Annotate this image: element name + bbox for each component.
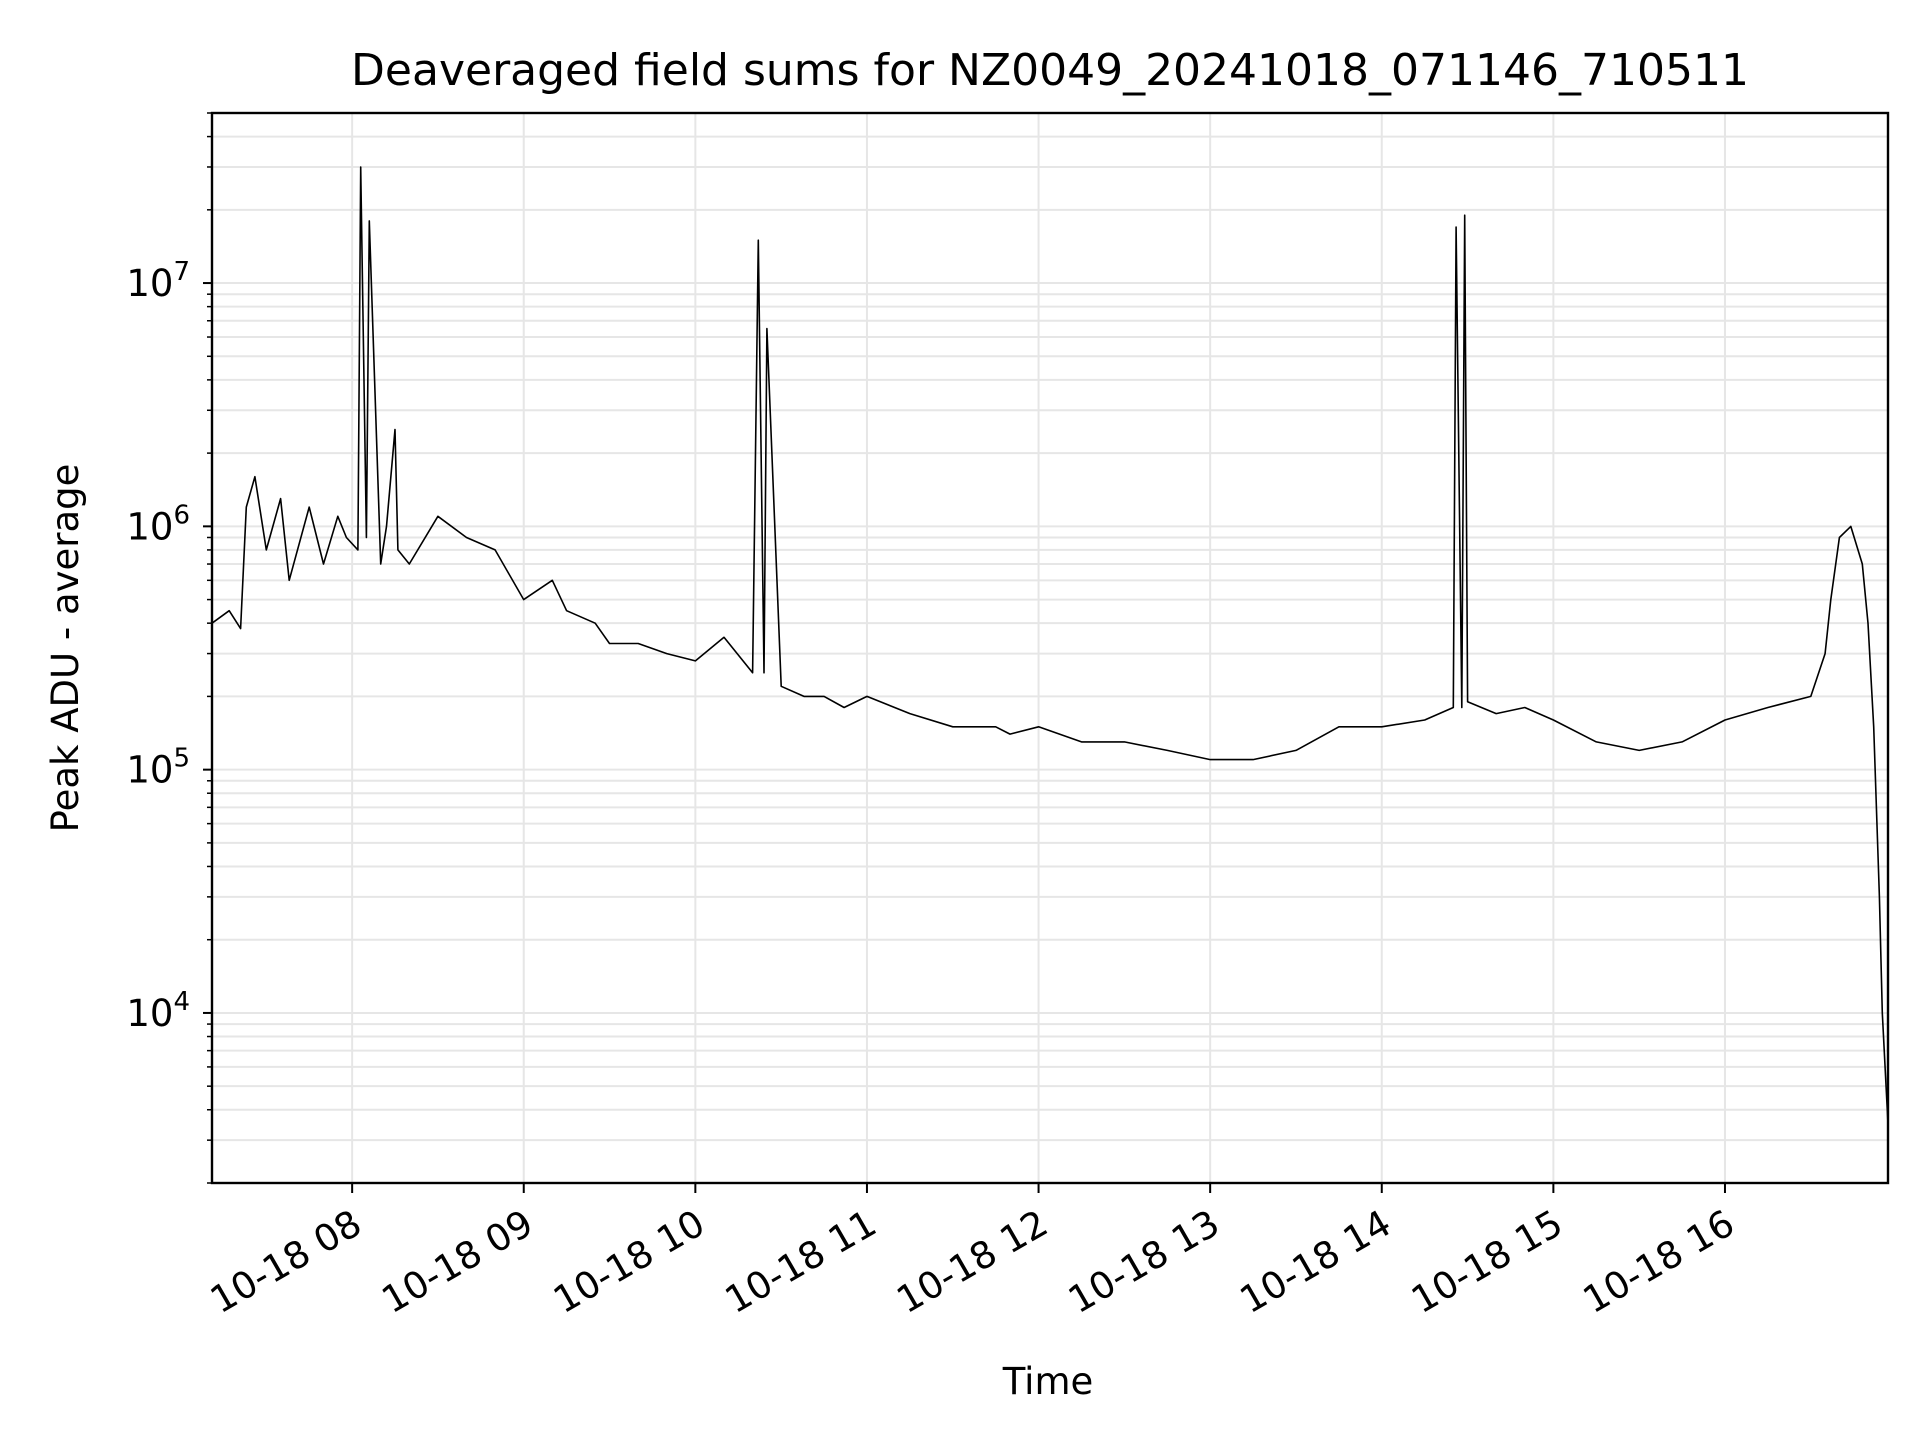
y-tick-label: 107 xyxy=(126,257,190,305)
y-tick-label: 104 xyxy=(126,987,190,1035)
y-axis-label: Peak ADU - average xyxy=(44,464,87,833)
grid-layer xyxy=(212,112,1888,1184)
y-tick-label: 106 xyxy=(126,500,190,548)
chart-title: Deaveraged field sums for NZ0049_2024101… xyxy=(351,45,1749,96)
x-axis-label: Time xyxy=(1002,1360,1094,1403)
series-line xyxy=(211,166,1889,1124)
y-tick-label: 105 xyxy=(126,744,190,792)
series-layer xyxy=(211,166,1889,1124)
plot-frame xyxy=(210,111,1890,1185)
